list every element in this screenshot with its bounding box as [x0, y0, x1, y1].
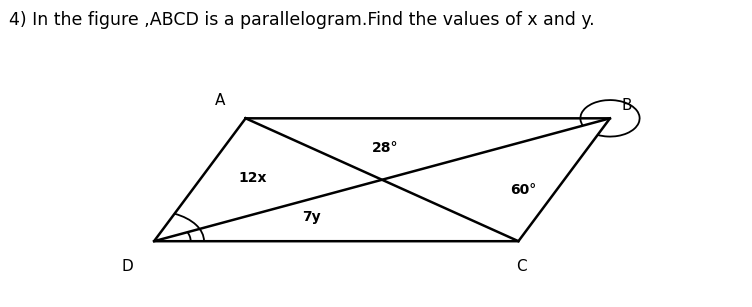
Text: 7y: 7y: [302, 210, 321, 224]
Text: 28°: 28°: [372, 141, 399, 155]
Text: A: A: [215, 93, 225, 108]
Text: 4) In the figure ,ABCD is a parallelogram.Find the values of x and y.: 4) In the figure ,ABCD is a parallelogra…: [9, 10, 594, 29]
Text: 60°: 60°: [510, 183, 536, 197]
Text: 12x: 12x: [238, 171, 267, 185]
Text: C: C: [516, 259, 526, 274]
Text: B: B: [621, 98, 632, 113]
Text: D: D: [122, 259, 133, 274]
